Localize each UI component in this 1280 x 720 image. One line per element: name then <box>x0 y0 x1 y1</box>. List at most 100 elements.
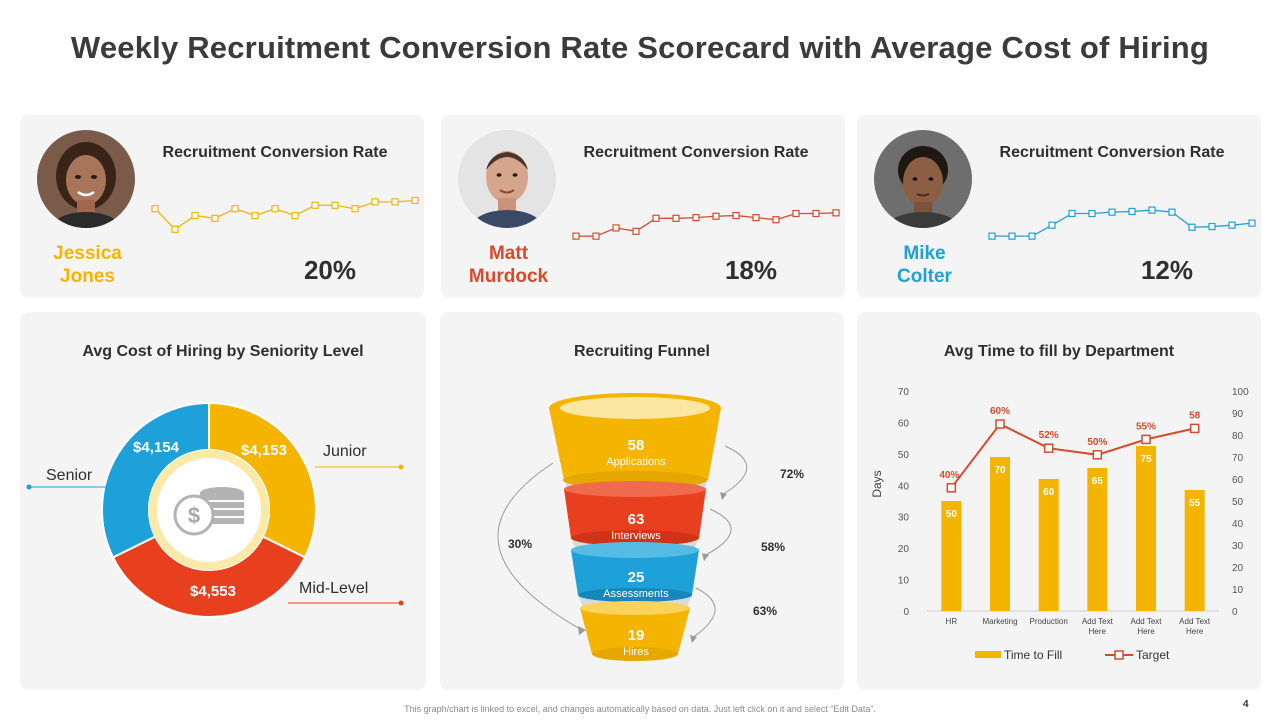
bar-data-label: 70 <box>994 465 1006 476</box>
sparkline-point <box>1048 221 1056 229</box>
x-tick-label: Add Text <box>1179 617 1211 626</box>
funnel-arrow <box>721 445 748 496</box>
y2-tick-label: 50 <box>1232 497 1244 508</box>
bar-data-label: 60 <box>1043 487 1055 498</box>
funnel-overall-arrow <box>497 462 583 631</box>
sparkline-point <box>331 201 339 209</box>
applications-label: Applications <box>606 456 666 468</box>
sparkline-point <box>572 232 580 240</box>
person-card-1: Jessica Jones Recruitment Conversion Rat… <box>20 115 424 298</box>
y2-tick-label: 30 <box>1232 541 1244 552</box>
sparkline-point <box>1108 208 1116 216</box>
target-data-label: 50% <box>1087 437 1107 448</box>
sparkline-point <box>1128 207 1136 216</box>
x-tick-label: Marketing <box>982 617 1017 626</box>
sparkline-point <box>1248 219 1256 227</box>
target-point <box>1141 434 1151 445</box>
x-tick-label: Here <box>1186 627 1204 636</box>
sparkline-chart <box>572 209 840 240</box>
sparkline-point <box>271 205 279 213</box>
sparkline-point <box>291 211 299 220</box>
sparkline-point <box>692 214 700 222</box>
person-name: Matt Murdock <box>468 243 549 287</box>
footer-note: This graph/chart is linked to excel, and… <box>404 704 876 714</box>
person-name: Mike Colter <box>897 243 952 287</box>
sparkline-point <box>1068 209 1076 218</box>
assessments-label: Assessments <box>603 588 669 600</box>
y-tick-label: 70 <box>898 387 910 398</box>
conversion-rate-value: 20% <box>303 255 357 285</box>
bar-time-to-fill <box>1038 479 1059 611</box>
sparkline-point <box>712 212 720 220</box>
bar-time-to-fill <box>990 457 1010 611</box>
y-tick-label: 40 <box>898 481 910 492</box>
y2-tick-label: 10 <box>1232 585 1244 596</box>
y-tick-label: 30 <box>898 513 910 524</box>
sparkline-point <box>792 209 800 218</box>
conversion-rate-value: 12% <box>1140 255 1194 285</box>
sparkline-point <box>612 224 620 232</box>
legend-label-time-to-fill: Time to Fill <box>1004 648 1062 662</box>
recruiting-funnel-card: Recruiting Funnel <box>440 312 844 690</box>
x-tick-label: Here <box>1137 627 1155 636</box>
x-tick-label: Production <box>1030 617 1068 626</box>
sparkline-point <box>1208 222 1216 231</box>
y2-tick-label: 0 <box>1232 607 1238 618</box>
arrow-head <box>720 492 727 500</box>
y2-tick-label: 100 <box>1232 387 1249 398</box>
target-data-label: 40% <box>939 470 959 481</box>
y2-tick-label: 80 <box>1232 431 1244 442</box>
sparkline-point <box>672 214 680 222</box>
hires-value: 19 <box>628 627 645 644</box>
sparkline-point <box>772 216 780 224</box>
arrow-head <box>578 626 586 635</box>
arrow-head <box>702 553 709 561</box>
arrow-head <box>690 635 697 643</box>
person-card-2: Matt Murdock Recruitment Conversion Rate… <box>441 115 845 298</box>
bar-data-label: 55 <box>1189 498 1201 509</box>
x-tick-label: Add Text <box>1082 617 1114 626</box>
x-tick-label: Add Text <box>1131 617 1163 626</box>
legend-swatch-time-to-fill <box>975 651 1001 658</box>
sparkline-point <box>1168 208 1176 216</box>
sparkline-point <box>171 225 179 233</box>
sparkline-point <box>1188 223 1196 231</box>
applications-value: 58 <box>628 437 645 454</box>
bar-time-to-fill <box>1184 490 1205 611</box>
person-name: Jessica Jones <box>53 243 122 287</box>
step-rate-3: 63% <box>753 604 777 618</box>
legend-marker-target <box>1114 650 1124 660</box>
midlevel-category-label: Mid-Level <box>299 580 368 597</box>
funnel-stage-hires <box>580 601 690 661</box>
midlevel-value-label: $4,553 <box>190 583 236 600</box>
hires-label: Hires <box>623 646 649 658</box>
x-tick-label: HR <box>946 617 958 626</box>
target-data-label: 60% <box>990 406 1010 417</box>
target-data-label: 58 <box>1189 410 1201 421</box>
senior-value-label: $4,154 <box>133 439 180 456</box>
page-number: 4 <box>1243 699 1249 710</box>
target-point <box>1189 423 1200 434</box>
sparkline-point <box>391 198 399 206</box>
y-tick-label: 50 <box>898 450 910 461</box>
bar-time-to-fill <box>1136 446 1156 611</box>
target-line <box>950 422 1195 489</box>
junior-category-label: Junior <box>323 443 367 460</box>
junior-value-label: $4,153 <box>241 442 287 459</box>
sparkline-point <box>231 205 239 213</box>
cost-of-hiring-title: Avg Cost of Hiring by Seniority Level <box>82 343 364 360</box>
time-to-fill-title: Avg Time to fill by Department <box>943 343 1175 360</box>
bar-data-label: 65 <box>1092 476 1104 487</box>
junior-leader-dot <box>398 464 404 470</box>
y2-tick-label: 40 <box>1232 519 1244 530</box>
funnel-arrow <box>691 587 716 639</box>
sparkline-point <box>411 196 419 205</box>
interviews-label: Interviews <box>611 530 661 542</box>
bar-time-to-fill <box>941 501 962 611</box>
metric-label: Recruitment Conversion Rate <box>999 144 1225 161</box>
sparkline-point <box>151 205 159 213</box>
page-title: Weekly Recruitment Conversion Rate Score… <box>70 30 1210 65</box>
sparkline-point <box>592 232 600 240</box>
sparkline-point <box>812 209 820 218</box>
time-to-fill-card: Avg Time to fill by Department 0 10 20 30 40… <box>857 312 1261 690</box>
